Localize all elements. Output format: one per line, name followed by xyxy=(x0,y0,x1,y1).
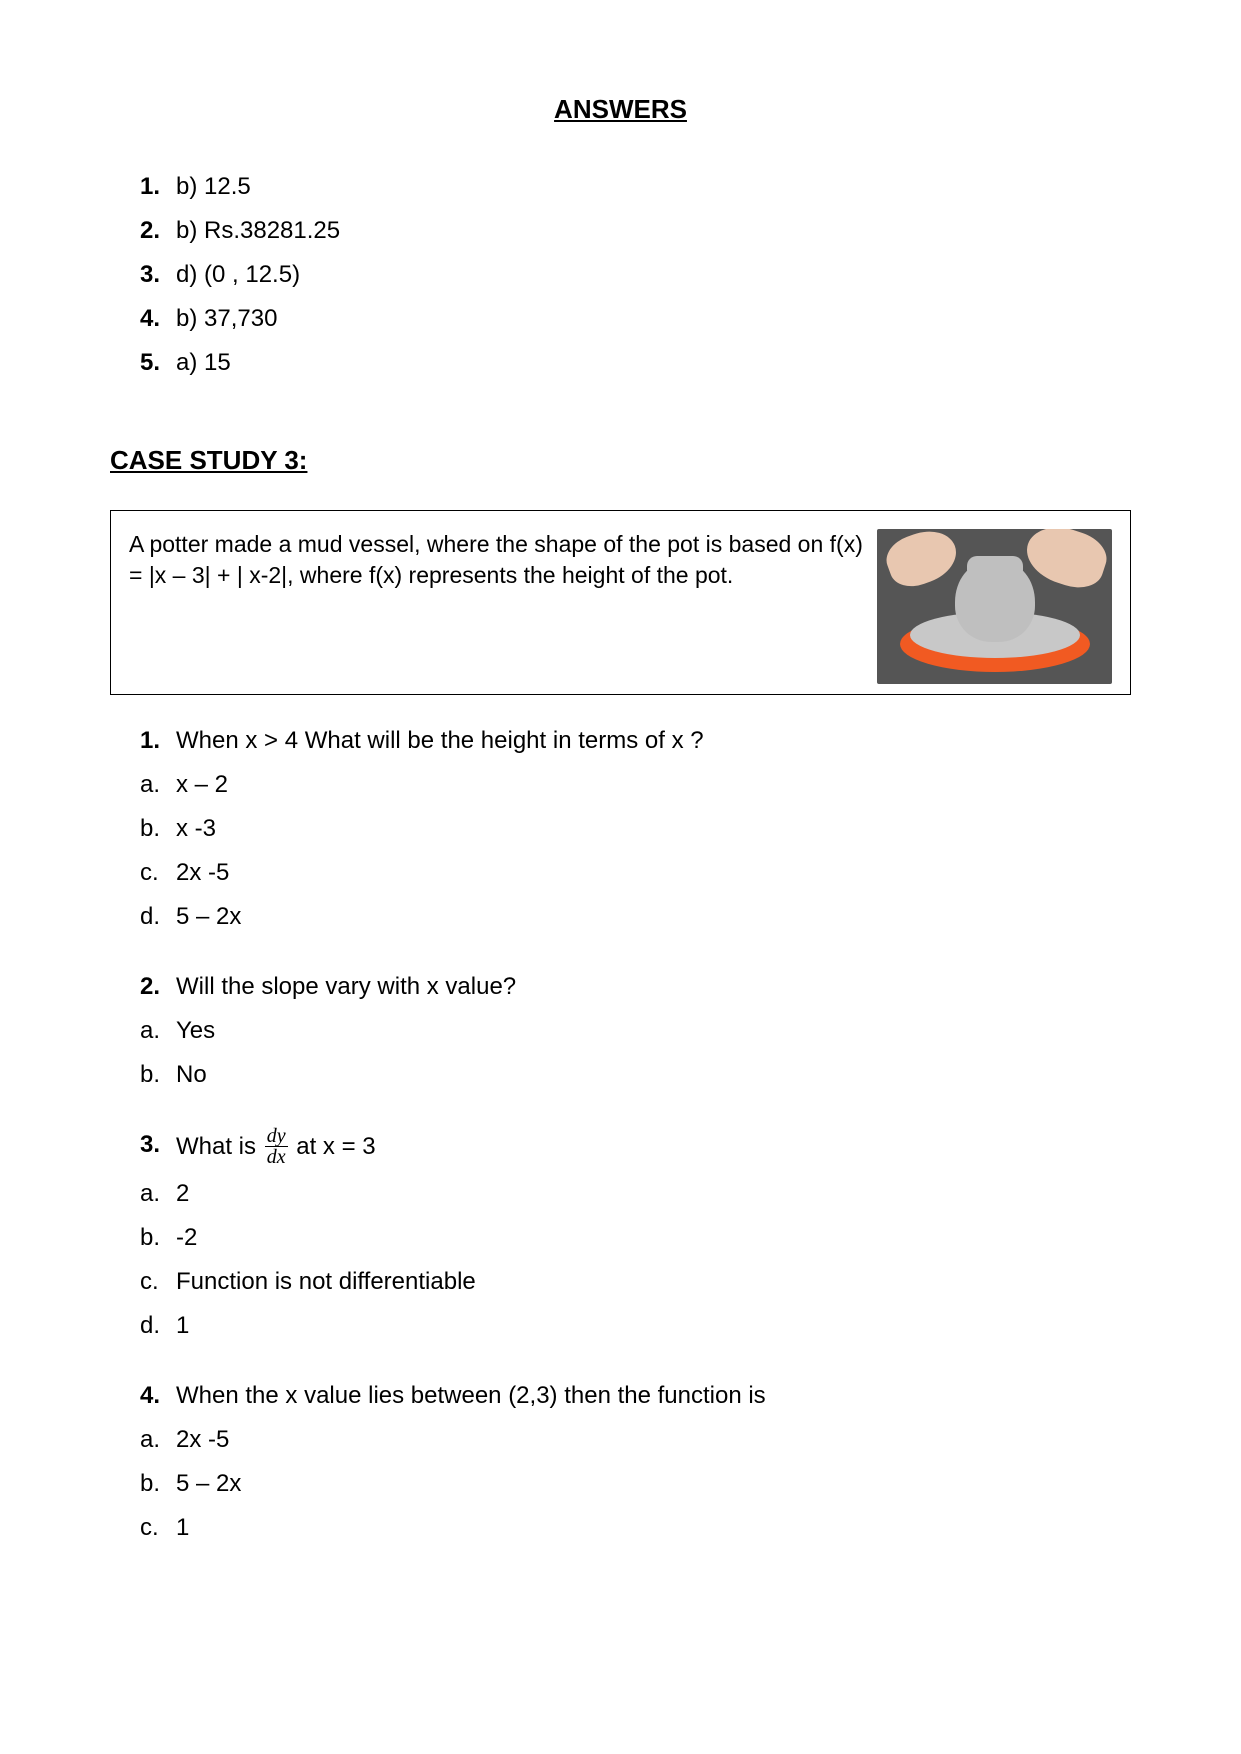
option-text: -2 xyxy=(176,1220,197,1256)
answer-item: 1.b) 12.5 xyxy=(140,169,1131,205)
option-letter: a. xyxy=(140,1422,176,1458)
option-text: Yes xyxy=(176,1013,215,1049)
answer-number: 1. xyxy=(140,169,176,205)
option-letter: b. xyxy=(140,1057,176,1093)
case-study-text: A potter made a mud vessel, where the sh… xyxy=(129,529,865,591)
option-text: 1 xyxy=(176,1510,189,1546)
option-letter: a. xyxy=(140,767,176,803)
question-number: 3. xyxy=(140,1127,176,1168)
question-text-post: at x = 3 xyxy=(290,1133,376,1160)
option-text: 2x -5 xyxy=(176,1422,229,1458)
option: b.-2 xyxy=(140,1220,1131,1256)
answer-item: 3.d) (0 , 12.5) xyxy=(140,257,1131,293)
answer-item: 2.b) Rs.38281.25 xyxy=(140,213,1131,249)
option: d.5 – 2x xyxy=(140,899,1131,935)
question-4: 4.When the x value lies between (2,3) th… xyxy=(140,1378,1131,1546)
answer-text: b) 12.5 xyxy=(176,169,251,205)
option: a.Yes xyxy=(140,1013,1131,1049)
option: b.5 – 2x xyxy=(140,1466,1131,1502)
question-text: Will the slope vary with x value? xyxy=(176,969,516,1005)
option-letter: c. xyxy=(140,855,176,891)
answer-number: 3. xyxy=(140,257,176,293)
case-study-heading: CASE STUDY 3: xyxy=(110,441,1131,480)
question-text: When x > 4 What will be the height in te… xyxy=(176,723,704,759)
option-text: No xyxy=(176,1057,207,1093)
answer-number: 5. xyxy=(140,345,176,381)
option-text: 5 – 2x xyxy=(176,899,241,935)
option-text: 1 xyxy=(176,1308,189,1344)
option: c.Function is not differentiable xyxy=(140,1264,1131,1300)
option: c.2x -5 xyxy=(140,855,1131,891)
option-letter: b. xyxy=(140,1220,176,1256)
option-letter: c. xyxy=(140,1264,176,1300)
option-letter: a. xyxy=(140,1013,176,1049)
option-letter: b. xyxy=(140,811,176,847)
option-text: x -3 xyxy=(176,811,216,847)
pottery-image xyxy=(877,529,1112,684)
option-text: 5 – 2x xyxy=(176,1466,241,1502)
option: a.2 xyxy=(140,1176,1131,1212)
option: d.1 xyxy=(140,1308,1131,1344)
answer-number: 4. xyxy=(140,301,176,337)
option-text: x – 2 xyxy=(176,767,228,803)
question-text: When the x value lies between (2,3) then… xyxy=(176,1378,766,1414)
option: a.x – 2 xyxy=(140,767,1131,803)
answer-text: a) 15 xyxy=(176,345,231,381)
case-study-box: A potter made a mud vessel, where the sh… xyxy=(110,510,1131,695)
option: a.2x -5 xyxy=(140,1422,1131,1458)
answer-text: b) 37,730 xyxy=(176,301,277,337)
option-text: Function is not differentiable xyxy=(176,1264,476,1300)
option-letter: d. xyxy=(140,899,176,935)
option-text: 2x -5 xyxy=(176,855,229,891)
answers-list: 1.b) 12.5 2.b) Rs.38281.25 3.d) (0 , 12.… xyxy=(140,169,1131,381)
answer-number: 2. xyxy=(140,213,176,249)
answer-item: 5.a) 15 xyxy=(140,345,1131,381)
option-text: 2 xyxy=(176,1176,189,1212)
option-letter: a. xyxy=(140,1176,176,1212)
question-1: 1.When x > 4 What will be the height in … xyxy=(140,723,1131,935)
fraction-dy-dx: dydx xyxy=(265,1126,288,1167)
option-letter: b. xyxy=(140,1466,176,1502)
option: b. x -3 xyxy=(140,811,1131,847)
option-letter: c. xyxy=(140,1510,176,1546)
option: b.No xyxy=(140,1057,1131,1093)
fraction-numerator: dy xyxy=(265,1126,288,1147)
question-3: 3. What is dydx at x = 3 a.2 b.-2 c.Func… xyxy=(140,1127,1131,1344)
question-2: 2.Will the slope vary with x value? a.Ye… xyxy=(140,969,1131,1093)
option-letter: d. xyxy=(140,1308,176,1344)
answer-text: b) Rs.38281.25 xyxy=(176,213,340,249)
question-text-pre: What is xyxy=(176,1133,263,1160)
question-number: 1. xyxy=(140,723,176,759)
question-number: 4. xyxy=(140,1378,176,1414)
option: c.1 xyxy=(140,1510,1131,1546)
answer-item: 4.b) 37,730 xyxy=(140,301,1131,337)
question-number: 2. xyxy=(140,969,176,1005)
page-title: ANSWERS xyxy=(110,90,1131,129)
question-text: What is dydx at x = 3 xyxy=(176,1127,376,1168)
fraction-denominator: dx xyxy=(265,1147,288,1167)
answer-text: d) (0 , 12.5) xyxy=(176,257,300,293)
